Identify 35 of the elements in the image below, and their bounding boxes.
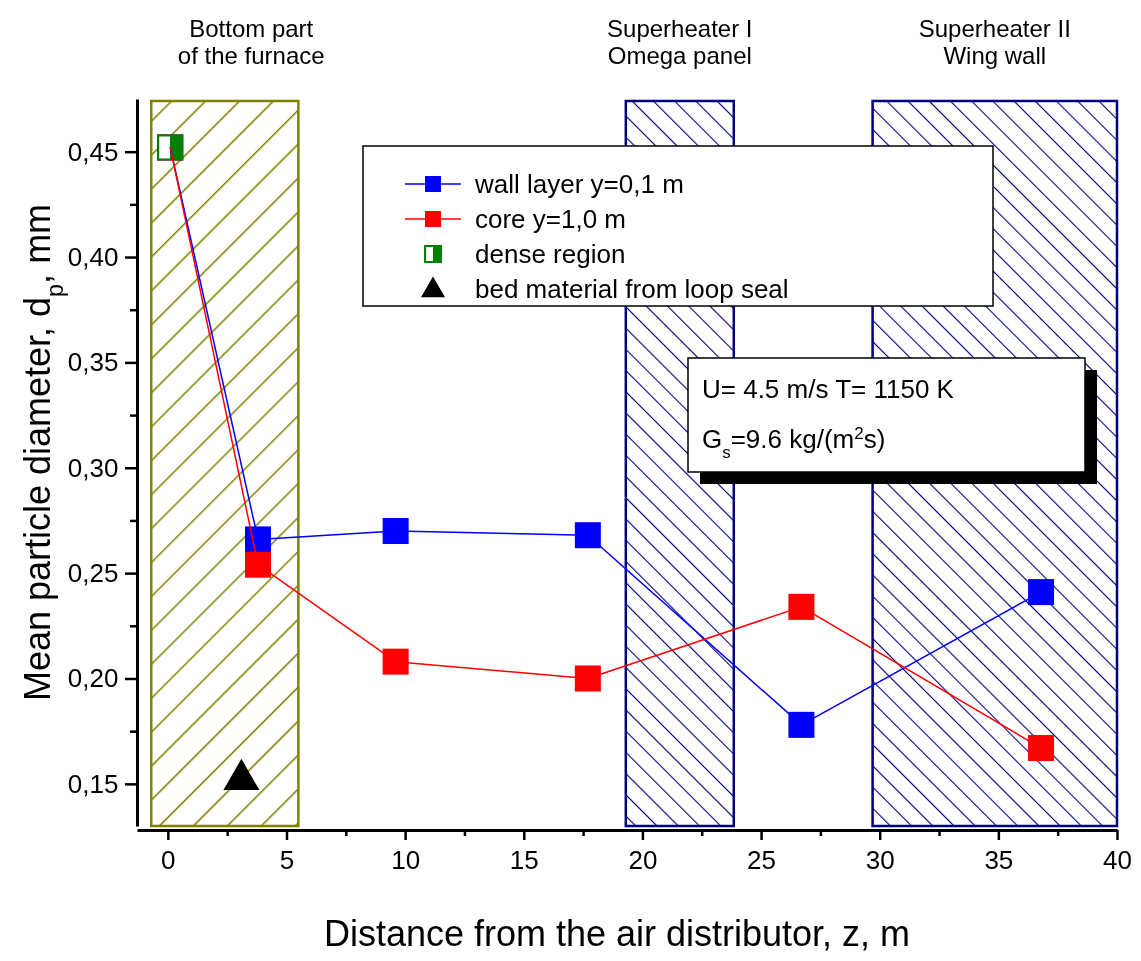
x-tick-label: 0 <box>161 845 176 876</box>
y-tick-label: 0,25 <box>67 557 119 588</box>
x-tick-label: 10 <box>391 845 421 876</box>
legend-label: wall layer y=0,1 m <box>474 169 684 199</box>
point <box>574 522 601 549</box>
y-tick-label: 0,30 <box>67 452 119 483</box>
point <box>1028 579 1055 606</box>
point <box>245 551 272 578</box>
point <box>382 517 409 544</box>
annotation: G$_{s}$=9.6 kg/(m$^{2}$s) <box>702 423 886 462</box>
x-tick-label: 5 <box>279 845 295 876</box>
y-tick-label: 0,20 <box>67 663 119 694</box>
x-axis-title: Distance from the air distributor, z, m <box>323 913 911 954</box>
band-label: Superheater I Omega panel <box>607 15 753 69</box>
y-tick-label: 0,45 <box>67 136 119 167</box>
legend-label: dense region <box>475 239 626 269</box>
band-label: Bottom part of the furnace <box>177 15 325 69</box>
x-tick-label: 30 <box>865 845 895 876</box>
y-tick-label: 0,40 <box>67 241 119 272</box>
point <box>382 648 409 675</box>
legend-label: bed material from loop seal <box>475 274 789 304</box>
point <box>574 665 601 692</box>
band-label: Superheater II Wing wall <box>918 15 1071 69</box>
point <box>1028 735 1055 762</box>
legend-label: core y=1,0 m <box>475 204 627 234</box>
point <box>788 711 815 738</box>
y-tick-label: 0,35 <box>67 347 119 378</box>
x-tick-label: 40 <box>1103 845 1132 876</box>
annotation: U= 4.5 m/s T= 1150 K <box>702 374 955 404</box>
x-tick-label: 35 <box>984 845 1014 876</box>
y-tick-label: 0,15 <box>67 768 119 799</box>
point <box>788 593 815 620</box>
x-tick-label: 15 <box>509 845 539 876</box>
x-tick-label: 20 <box>628 845 658 876</box>
x-tick-label: 25 <box>747 845 777 876</box>
